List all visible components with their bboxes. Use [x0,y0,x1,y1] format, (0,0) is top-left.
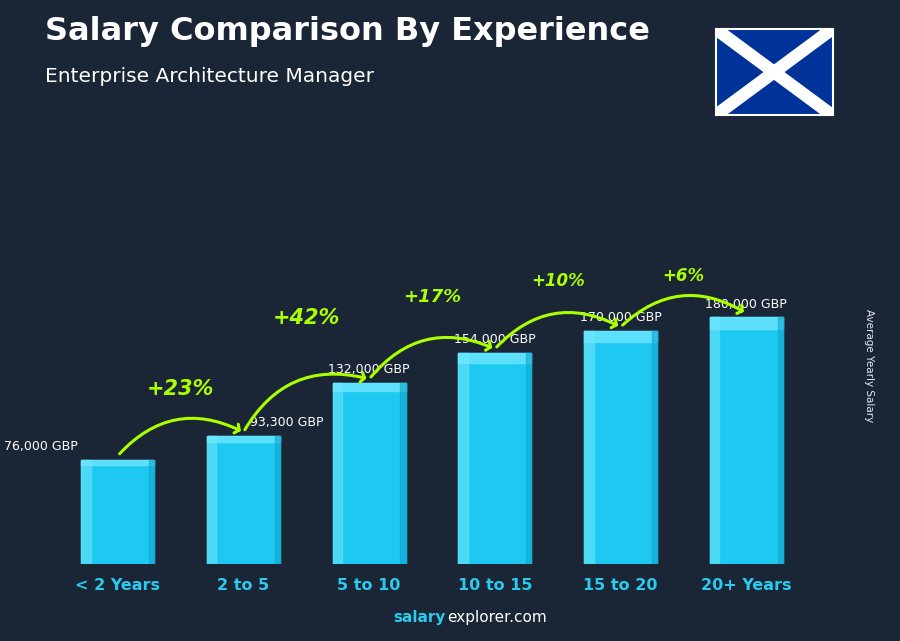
Bar [584,331,594,564]
Bar [333,383,342,564]
Text: +17%: +17% [403,288,461,306]
Bar [584,331,657,564]
Text: explorer.com: explorer.com [447,610,547,625]
Bar [584,331,657,342]
Bar [458,353,531,564]
Text: +42%: +42% [273,308,340,328]
Bar [710,317,783,564]
Bar [274,437,280,564]
Text: +10%: +10% [531,272,585,290]
Bar [207,437,217,564]
Text: 93,300 GBP: 93,300 GBP [249,417,323,429]
Bar [526,353,531,564]
Bar [778,317,783,564]
Text: 180,000 GBP: 180,000 GBP [706,297,788,310]
Text: 132,000 GBP: 132,000 GBP [328,363,410,376]
Bar [207,437,280,442]
Text: 170,000 GBP: 170,000 GBP [580,312,662,324]
Bar [207,437,280,564]
Bar [710,317,783,328]
Bar [81,460,154,465]
Text: +6%: +6% [662,267,705,285]
Text: 76,000 GBP: 76,000 GBP [4,440,77,453]
Bar [400,383,406,564]
Bar [458,353,531,363]
Text: salary: salary [393,610,446,625]
Text: Enterprise Architecture Manager: Enterprise Architecture Manager [45,67,374,87]
Bar [81,460,154,564]
Bar [333,383,406,564]
Text: Average Yearly Salary: Average Yearly Salary [863,309,874,422]
Text: Salary Comparison By Experience: Salary Comparison By Experience [45,16,650,47]
Bar [458,353,468,564]
Text: +23%: +23% [147,379,214,399]
Bar [333,383,406,391]
Bar [149,460,154,564]
Bar [652,331,657,564]
Bar [81,460,91,564]
Bar [710,317,719,564]
Text: 154,000 GBP: 154,000 GBP [454,333,536,346]
